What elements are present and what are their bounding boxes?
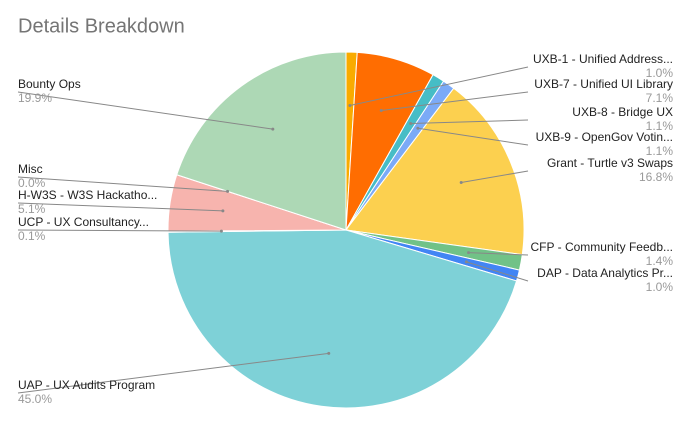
slice-value-label: 19.9% xyxy=(18,91,52,105)
leader-line xyxy=(349,66,529,106)
leader-dot xyxy=(464,260,468,264)
pie-slice xyxy=(176,51,347,231)
slice-label: Grant - Turtle v3 Swaps xyxy=(547,156,673,170)
leader-line xyxy=(468,252,529,256)
slice-label: CFP - Community Feedb... xyxy=(531,240,674,254)
leader-line xyxy=(17,91,273,130)
leader-line xyxy=(17,202,223,212)
leader-line xyxy=(17,176,228,192)
slice-value-label: 1.4% xyxy=(646,254,674,268)
slice-label: H-W3S - W3S Hackatho... xyxy=(18,188,157,202)
leader-line xyxy=(417,127,529,146)
slice-label: UXB-7 - Unified UI Library xyxy=(534,77,673,91)
leader-dot xyxy=(416,126,420,130)
leader-dot xyxy=(219,229,223,233)
leader-dot xyxy=(379,108,383,112)
leader-dot xyxy=(271,127,275,131)
slice-label: UXB-1 - Unified Address... xyxy=(533,52,673,66)
pie-slice xyxy=(167,229,518,409)
slice-value-label: 1.1% xyxy=(646,119,674,133)
leader-dot xyxy=(226,189,230,193)
leader-line xyxy=(461,170,529,183)
slice-label: UXB-9 - OpenGov Votin... xyxy=(536,130,673,144)
slice-value-label: 0.0% xyxy=(18,176,46,190)
leader-dot xyxy=(221,209,225,213)
slice-value-label: 7.1% xyxy=(646,91,674,105)
slice-label: Bounty Ops xyxy=(18,77,81,91)
leader-dot xyxy=(409,121,413,125)
slice-label: DAP - Data Analytics Pr... xyxy=(537,266,673,280)
leader-line xyxy=(410,119,529,124)
slice-value-label: 1.0% xyxy=(646,66,674,80)
leader-dot xyxy=(467,251,471,255)
slice-label: Misc xyxy=(18,162,43,176)
slice-label: UCP - UX Consultancy... xyxy=(18,215,149,229)
slice-value-label: 0.1% xyxy=(18,229,46,243)
leader-dot xyxy=(459,180,463,184)
leader-line xyxy=(17,352,329,394)
slice-value-label: 1.1% xyxy=(646,144,674,158)
leader-dot xyxy=(327,351,331,355)
slice-value-label: 45.0% xyxy=(18,392,52,406)
chart-title: Details Breakdown xyxy=(18,15,185,37)
slice-value-label: 1.0% xyxy=(646,280,674,294)
leader-line xyxy=(466,261,529,282)
slice-value-label: 16.8% xyxy=(639,170,673,184)
slice-label: UXB-8 - Bridge UX xyxy=(572,105,673,119)
slice-value-label: 5.1% xyxy=(18,202,46,216)
leader-line xyxy=(17,229,222,232)
leader-line xyxy=(381,91,529,111)
slice-label: UAP - UX Audits Program xyxy=(18,378,155,392)
leader-dot xyxy=(348,103,352,107)
pie-slice xyxy=(345,87,525,256)
